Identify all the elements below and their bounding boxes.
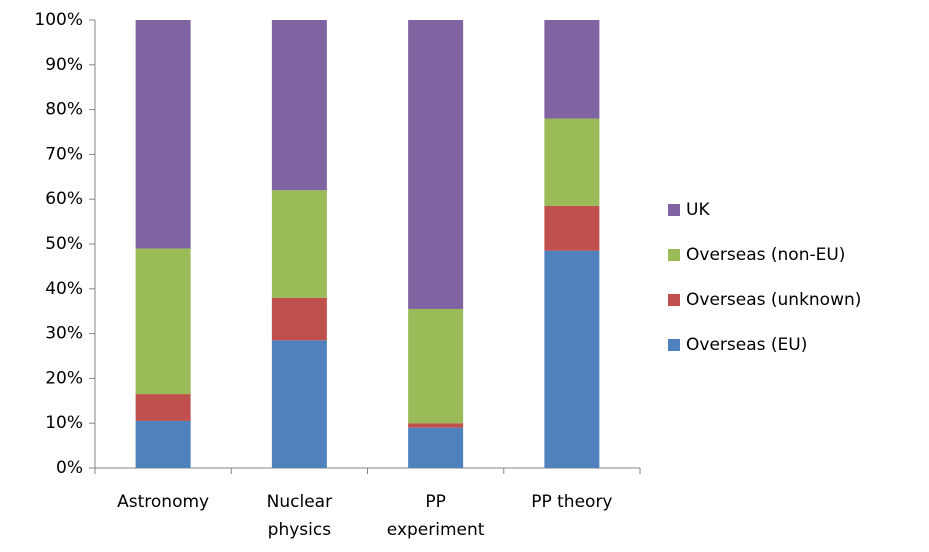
y-tick-label: 80% <box>45 100 83 120</box>
y-tick-label: 10% <box>45 413 83 433</box>
bar-segment <box>408 427 464 468</box>
x-tick-label: Astronomy <box>117 492 210 512</box>
bar-segment <box>135 420 191 468</box>
y-tick-label: 100% <box>34 10 83 30</box>
bar-segment <box>544 20 600 119</box>
bar-segment <box>135 20 191 249</box>
legend-swatch <box>668 339 680 351</box>
legend-label: Overseas (unknown) <box>686 290 861 310</box>
y-tick-label: 40% <box>45 279 83 299</box>
legend-label: UK <box>686 200 710 220</box>
bar-segment <box>544 205 600 251</box>
bar-segment <box>135 394 191 421</box>
bar-segment <box>408 20 464 309</box>
legend-swatch <box>668 294 680 306</box>
legend-label: Overseas (non-EU) <box>686 245 845 265</box>
bar-segment <box>408 423 464 428</box>
bar-segment <box>271 190 327 298</box>
y-tick-label: 0% <box>56 458 83 478</box>
y-tick-label: 50% <box>45 234 83 254</box>
bar-segment <box>408 308 464 424</box>
bar-segment <box>544 250 600 468</box>
y-tick-label: 30% <box>45 324 83 344</box>
x-tick-label: PP theory <box>531 492 613 512</box>
bar-segment <box>271 297 327 341</box>
bar-segment <box>271 20 327 191</box>
x-tick-label: Nuclear physics <box>266 492 333 540</box>
bar-segment <box>271 340 327 468</box>
y-tick-label: 60% <box>45 189 83 209</box>
bar-segment <box>544 118 600 206</box>
legend-swatch <box>668 204 680 216</box>
bar-segment <box>135 248 191 395</box>
y-tick-label: 90% <box>45 55 83 75</box>
x-tick-label: PP experiment <box>386 492 485 540</box>
legend-label: Overseas (EU) <box>686 335 807 355</box>
legend-swatch <box>668 249 680 261</box>
y-tick-label: 20% <box>45 368 83 388</box>
y-tick-label: 70% <box>45 144 83 164</box>
